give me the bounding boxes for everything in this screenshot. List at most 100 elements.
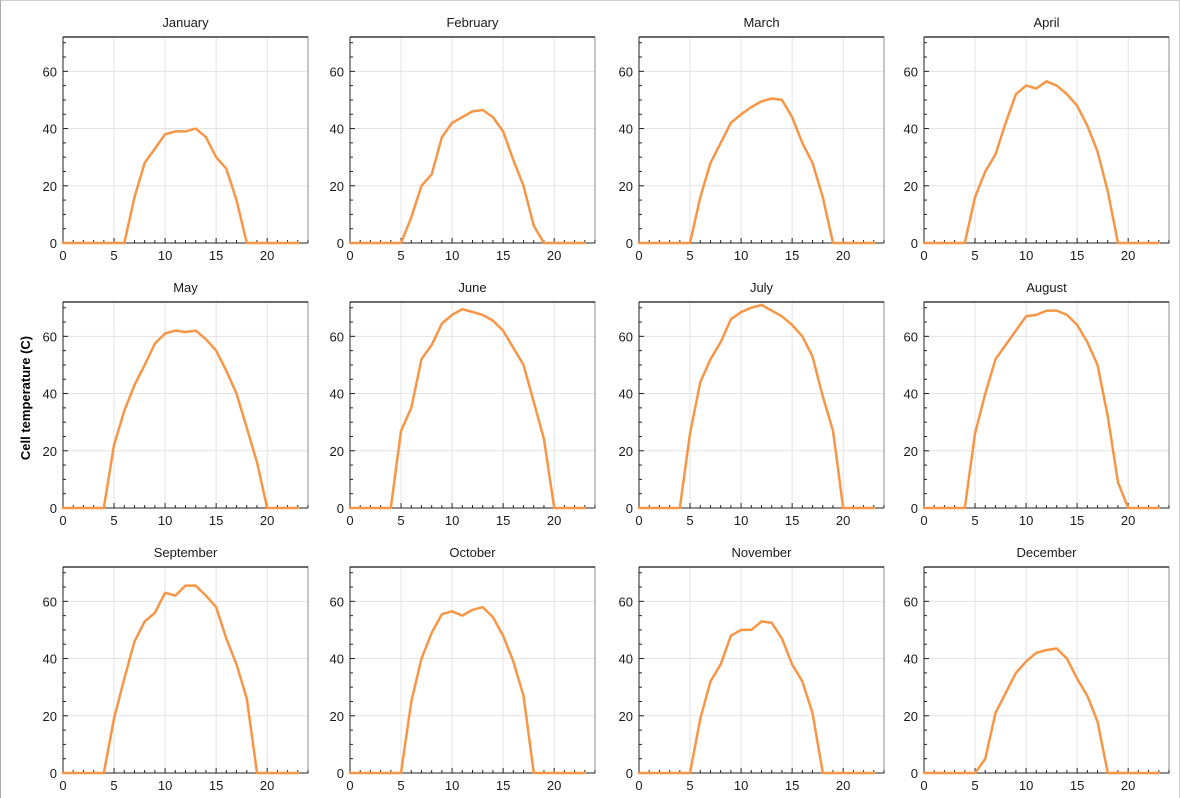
temperature-line	[348, 605, 587, 775]
y-tick-label: 0	[50, 766, 57, 781]
plot-area-border	[349, 301, 596, 509]
subplot-october: 0 5 10 15 20 0 20 40 60 October	[330, 545, 596, 793]
x-tick-label: 20	[547, 248, 561, 263]
y-tick-label: 40	[904, 652, 918, 667]
temperature-line	[922, 647, 1161, 775]
subplot-title: February	[446, 15, 499, 30]
y-tick-label: 60	[330, 64, 344, 79]
plot-area-border	[923, 301, 1170, 509]
x-tick-label: 20	[260, 248, 274, 263]
x-tick-label: 5	[110, 248, 117, 263]
x-tick-label: 10	[734, 778, 748, 793]
x-tick-label: 15	[496, 778, 510, 793]
temperature-line	[348, 307, 587, 510]
y-tick-label: 60	[330, 329, 344, 344]
y-axis-label: Cell temperature (C)	[18, 336, 33, 460]
subplot-february: 0 5 10 15 20 0 20 40 60 February	[330, 15, 596, 263]
x-tick-label: 20	[836, 248, 850, 263]
plot-area-border	[923, 36, 1170, 244]
plot-area-border	[638, 301, 885, 509]
y-tick-label: 20	[904, 709, 918, 724]
x-tick-label: 10	[445, 513, 459, 528]
y-tick-label: 20	[330, 444, 344, 459]
subplot-may: 0 5 10 15 20 0 20 40 60 May	[43, 280, 309, 528]
x-tick-label: 20	[260, 778, 274, 793]
x-tick-label: 0	[635, 248, 642, 263]
y-tick-label: 0	[50, 501, 57, 516]
x-tick-label: 20	[1121, 513, 1135, 528]
x-tick-label: 10	[1019, 248, 1033, 263]
y-tick-label: 20	[330, 179, 344, 194]
y-tick-label: 60	[619, 594, 633, 609]
subplot-title: August	[1026, 280, 1067, 295]
x-tick-label: 5	[110, 778, 117, 793]
y-tick-label: 60	[619, 64, 633, 79]
y-tick-label: 60	[619, 329, 633, 344]
x-tick-label: 15	[496, 513, 510, 528]
subplot-title: April	[1033, 15, 1059, 30]
x-tick-label: 5	[971, 248, 978, 263]
x-tick-label: 10	[734, 513, 748, 528]
plot-area-border	[923, 566, 1170, 774]
y-tick-label: 20	[619, 444, 633, 459]
y-tick-label: 60	[43, 329, 57, 344]
y-tick-label: 40	[330, 122, 344, 137]
y-tick-label: 40	[330, 387, 344, 402]
subplot-title: March	[743, 15, 779, 30]
plot-area-border	[62, 36, 309, 244]
y-tick-label: 60	[904, 594, 918, 609]
y-tick-label: 0	[337, 501, 344, 516]
plot-area-border	[349, 566, 596, 774]
x-tick-label: 5	[686, 248, 693, 263]
x-tick-label: 20	[1121, 248, 1135, 263]
x-tick-label: 0	[920, 778, 927, 793]
x-tick-label: 0	[920, 248, 927, 263]
y-tick-label: 20	[43, 444, 57, 459]
x-tick-label: 0	[635, 778, 642, 793]
x-tick-label: 5	[971, 513, 978, 528]
subplot-june: 0 5 10 15 20 0 20 40 60 June	[330, 280, 596, 528]
subplot-april: 0 5 10 15 20 0 20 40 60 April	[904, 15, 1170, 263]
y-tick-label: 0	[50, 236, 57, 251]
y-tick-label: 20	[904, 444, 918, 459]
subplot-august: 0 5 10 15 20 0 20 40 60 August	[904, 280, 1170, 528]
x-tick-label: 10	[734, 248, 748, 263]
y-tick-label: 40	[619, 122, 633, 137]
y-tick-label: 0	[911, 236, 918, 251]
y-tick-label: 60	[43, 594, 57, 609]
temperature-line	[348, 108, 587, 245]
y-tick-label: 0	[337, 766, 344, 781]
subplot-september: 0 5 10 15 20 0 20 40 60 September	[43, 545, 309, 793]
y-tick-label: 0	[337, 236, 344, 251]
subplot-november: 0 5 10 15 20 0 20 40 60 November	[619, 545, 885, 793]
subplot-title: May	[173, 280, 198, 295]
x-tick-label: 0	[59, 513, 66, 528]
subplot-title: January	[162, 15, 209, 30]
x-tick-label: 10	[1019, 513, 1033, 528]
subplot-title: December	[1017, 545, 1078, 560]
x-tick-label: 15	[209, 513, 223, 528]
x-tick-label: 10	[158, 778, 172, 793]
y-tick-label: 20	[619, 179, 633, 194]
y-tick-label: 40	[43, 387, 57, 402]
y-tick-label: 0	[911, 501, 918, 516]
x-tick-label: 10	[445, 778, 459, 793]
y-tick-label: 0	[626, 236, 633, 251]
y-tick-label: 20	[619, 709, 633, 724]
y-tick-label: 60	[904, 329, 918, 344]
x-tick-label: 15	[1070, 248, 1084, 263]
y-tick-label: 40	[904, 122, 918, 137]
temperature-line	[637, 97, 876, 245]
subplot-title: June	[458, 280, 486, 295]
plot-area-border	[638, 566, 885, 774]
y-tick-label: 0	[626, 766, 633, 781]
y-tick-label: 40	[904, 387, 918, 402]
y-tick-label: 0	[911, 766, 918, 781]
y-tick-label: 60	[43, 64, 57, 79]
y-tick-label: 60	[330, 594, 344, 609]
y-tick-label: 40	[619, 387, 633, 402]
x-tick-label: 20	[836, 778, 850, 793]
subplot-july: 0 5 10 15 20 0 20 40 60 July	[619, 280, 885, 528]
temperature-line	[637, 303, 876, 510]
